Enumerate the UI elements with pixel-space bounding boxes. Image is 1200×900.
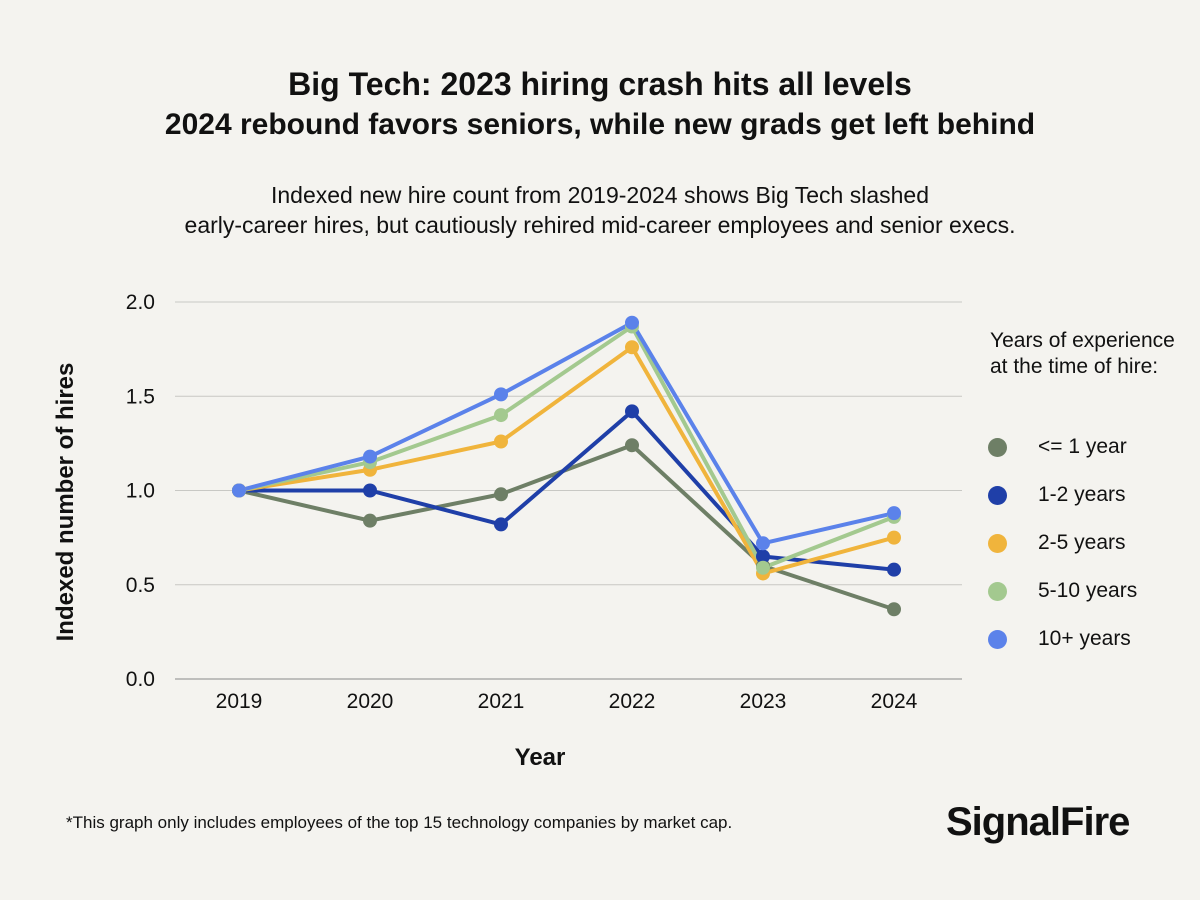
footnote: *This graph only includes employees of t… <box>66 813 733 832</box>
y-tick-label: 1.0 <box>126 480 155 503</box>
data-point <box>756 536 770 551</box>
x-tick-label: 2019 <box>216 690 263 713</box>
legend-title: Years of experience at the time of hire: <box>990 329 1175 378</box>
series-line <box>238 345 895 576</box>
chart-title: Big Tech: 2023 hiring crash hits all lev… <box>288 66 912 102</box>
data-point <box>756 560 770 575</box>
data-point <box>494 517 508 532</box>
legend-item: 2-5 years <box>988 531 1126 555</box>
legend-label: <= 1 year <box>1038 435 1127 458</box>
data-point <box>625 340 639 355</box>
legend-marker <box>988 629 1007 649</box>
x-tick-label: 2022 <box>609 690 656 713</box>
legend-marker <box>988 437 1007 457</box>
y-axis-label: Indexed number of hires <box>52 363 79 642</box>
data-point <box>625 315 639 330</box>
legend-marker <box>988 581 1007 601</box>
legend-marker <box>988 533 1007 553</box>
x-tick-label: 2024 <box>871 690 918 713</box>
legend-item: 1-2 years <box>988 483 1126 507</box>
data-point <box>494 434 508 449</box>
legend-label: 5-10 years <box>1038 579 1138 602</box>
legend-label: 10+ years <box>1038 627 1131 650</box>
data-point <box>494 487 508 502</box>
signalfire-logo: SignalFire <box>946 800 1130 844</box>
legend-marker <box>988 485 1007 505</box>
chart-subtitle: 2024 rebound favors seniors, while new g… <box>164 108 1036 141</box>
data-point <box>494 408 508 423</box>
series-line <box>238 324 895 570</box>
legend-label: 1-2 years <box>1038 483 1126 506</box>
data-point <box>887 562 901 577</box>
description-line-1: Indexed new hire count from 2019-2024 sh… <box>270 182 930 208</box>
legend-label: 2-5 years <box>1038 531 1126 554</box>
legend-item: 5-10 years <box>988 579 1137 603</box>
y-tick-label: 2.0 <box>126 291 155 314</box>
data-point <box>887 530 901 545</box>
x-tick-label: 2021 <box>478 690 525 713</box>
series-line <box>238 320 895 546</box>
data-point <box>625 438 639 453</box>
y-tick-label: 0.5 <box>126 574 155 597</box>
description-line-2: early-career hires, but cautiously rehir… <box>184 212 1016 238</box>
data-point <box>887 602 901 617</box>
data-point <box>363 449 377 464</box>
y-tick-label: 1.5 <box>126 385 155 408</box>
data-point <box>363 483 377 498</box>
data-point <box>494 387 508 402</box>
legend-item: <= 1 year <box>988 435 1127 459</box>
data-point <box>887 506 901 521</box>
data-point <box>625 404 639 419</box>
data-point <box>363 513 377 528</box>
x-axis-label: Year <box>515 744 566 771</box>
y-tick-label: 0.0 <box>126 668 155 691</box>
data-point <box>756 549 770 564</box>
x-tick-label: 2020 <box>347 690 394 713</box>
chart-description: Indexed new hire count from 2019-2024 sh… <box>0 180 1200 240</box>
legend-item: 10+ years <box>988 627 1131 651</box>
x-tick-label: 2023 <box>740 690 787 713</box>
data-point <box>232 483 246 498</box>
